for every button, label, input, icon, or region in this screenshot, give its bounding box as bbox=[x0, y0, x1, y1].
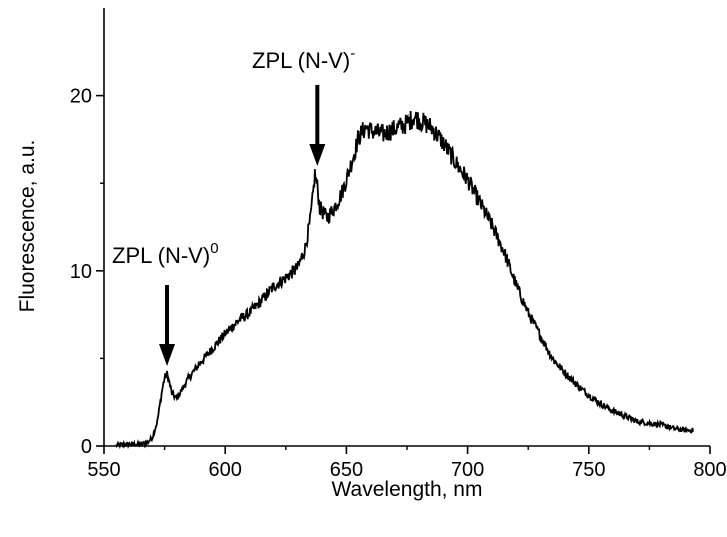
peak-label: ZPL (N-V)- bbox=[252, 45, 355, 73]
peak-arrow-head bbox=[309, 144, 326, 166]
x-tick-label: 800 bbox=[693, 459, 726, 481]
y-axis-ticks: 0 10 20 bbox=[70, 86, 104, 458]
peak-label-text: ZPL (N-V) bbox=[112, 243, 210, 268]
y-axis-title: Fluorescence, a.u. bbox=[16, 140, 39, 313]
fluorescence-series-line bbox=[115, 111, 694, 450]
x-tick-label: 550 bbox=[87, 459, 120, 481]
x-axis-title: Wavelength, nm bbox=[332, 478, 483, 501]
x-tick-label: 650 bbox=[330, 459, 363, 481]
peak-label: ZPL (N-V)0 bbox=[112, 240, 219, 268]
x-axis-ticks: 550 600 650 700 750 800 bbox=[87, 446, 727, 481]
peak-label-superscript: 0 bbox=[210, 240, 218, 257]
peak-label-text: ZPL (N-V) bbox=[252, 48, 350, 73]
y-tick-label: 0 bbox=[81, 436, 92, 458]
x-tick-label: 750 bbox=[572, 459, 605, 481]
peak-arrow-head bbox=[159, 344, 176, 366]
peak-label-superscript: - bbox=[350, 45, 355, 62]
y-tick-label: 10 bbox=[70, 261, 92, 283]
y-tick-label: 20 bbox=[70, 86, 92, 108]
x-tick-label: 600 bbox=[209, 459, 242, 481]
x-tick-label: 700 bbox=[451, 459, 484, 481]
